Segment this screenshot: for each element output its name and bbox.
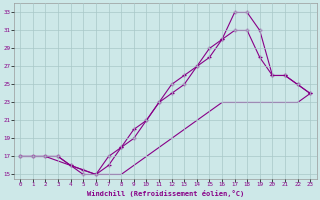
X-axis label: Windchill (Refroidissement éolien,°C): Windchill (Refroidissement éolien,°C): [87, 190, 244, 197]
